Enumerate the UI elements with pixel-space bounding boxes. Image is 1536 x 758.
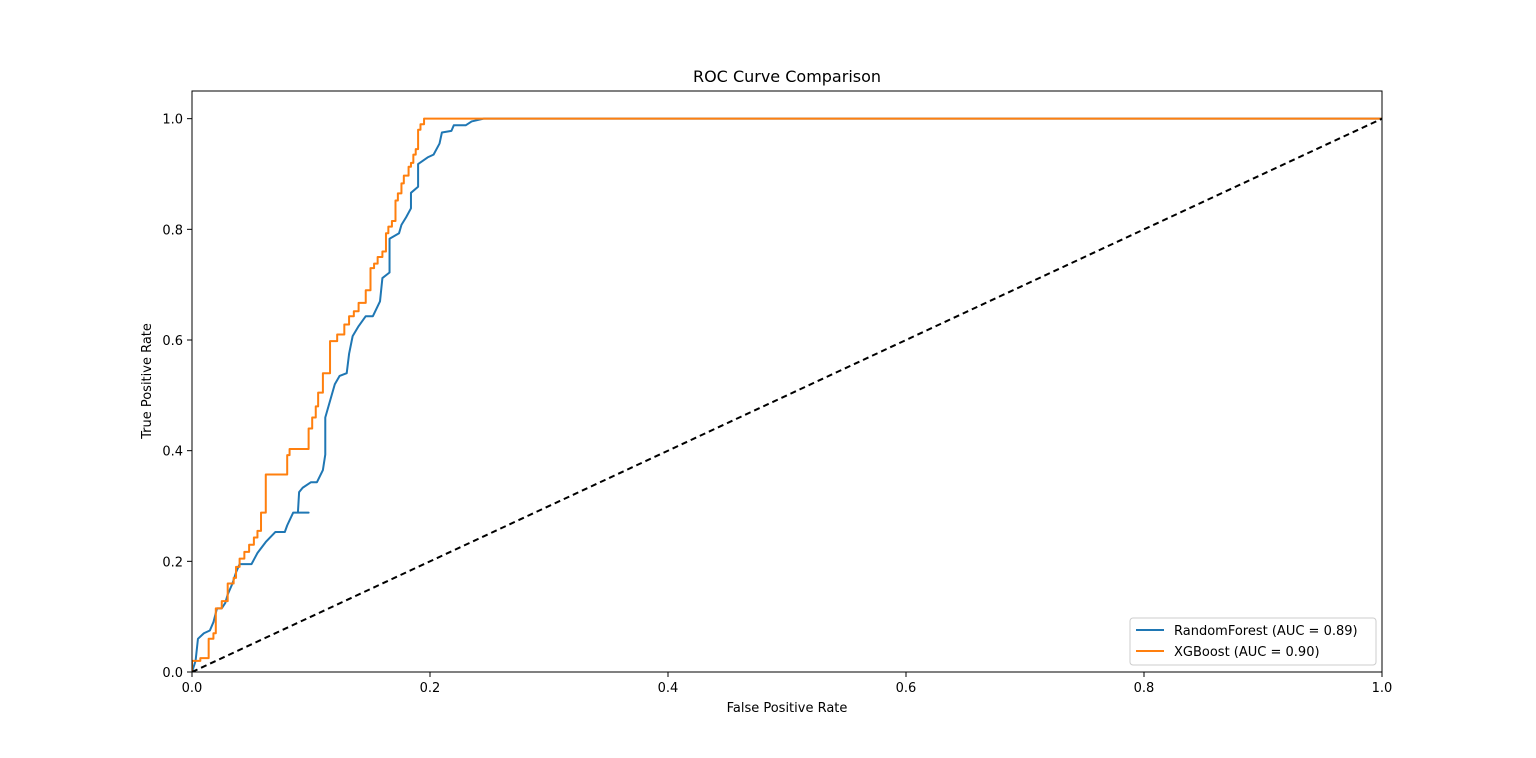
x-axis-label: False Positive Rate <box>727 701 848 716</box>
y-tick-label: 0.0 <box>162 666 183 681</box>
y-tick-label: 0.8 <box>162 223 183 238</box>
x-axis-ticks: 0.0 0.2 0.4 0.6 0.8 1.0 <box>182 672 1393 696</box>
x-tick-label: 1.0 <box>1372 681 1393 696</box>
x-tick-label: 0.0 <box>182 681 203 696</box>
chart-title: ROC Curve Comparison <box>693 67 881 86</box>
x-tick-label: 0.2 <box>420 681 441 696</box>
legend-box <box>1129 617 1377 666</box>
legend: RandomForest (AUC = 0.89) XGBoost (AUC =… <box>1129 617 1377 666</box>
y-tick-label: 0.2 <box>162 555 183 570</box>
legend-label-xgboost: XGBoost (AUC = 0.90) <box>1174 645 1320 660</box>
y-axis-label: True Positive Rate <box>140 323 155 440</box>
x-tick-label: 0.4 <box>658 681 679 696</box>
y-tick-label: 1.0 <box>162 113 183 128</box>
y-tick-label: 0.6 <box>162 334 183 349</box>
x-tick-label: 0.8 <box>1134 681 1155 696</box>
series-layer <box>192 117 1382 672</box>
y-tick-label: 0.4 <box>162 445 183 460</box>
chance-diagonal-line <box>192 117 1382 672</box>
series-line-xgboost <box>192 117 1382 672</box>
legend-label-randomforest: RandomForest (AUC = 0.89) <box>1174 624 1358 639</box>
y-axis-ticks: 0.0 0.2 0.4 0.6 0.8 1.0 <box>162 113 192 681</box>
x-tick-label: 0.6 <box>896 681 917 696</box>
plot-area-frame <box>191 90 1383 673</box>
